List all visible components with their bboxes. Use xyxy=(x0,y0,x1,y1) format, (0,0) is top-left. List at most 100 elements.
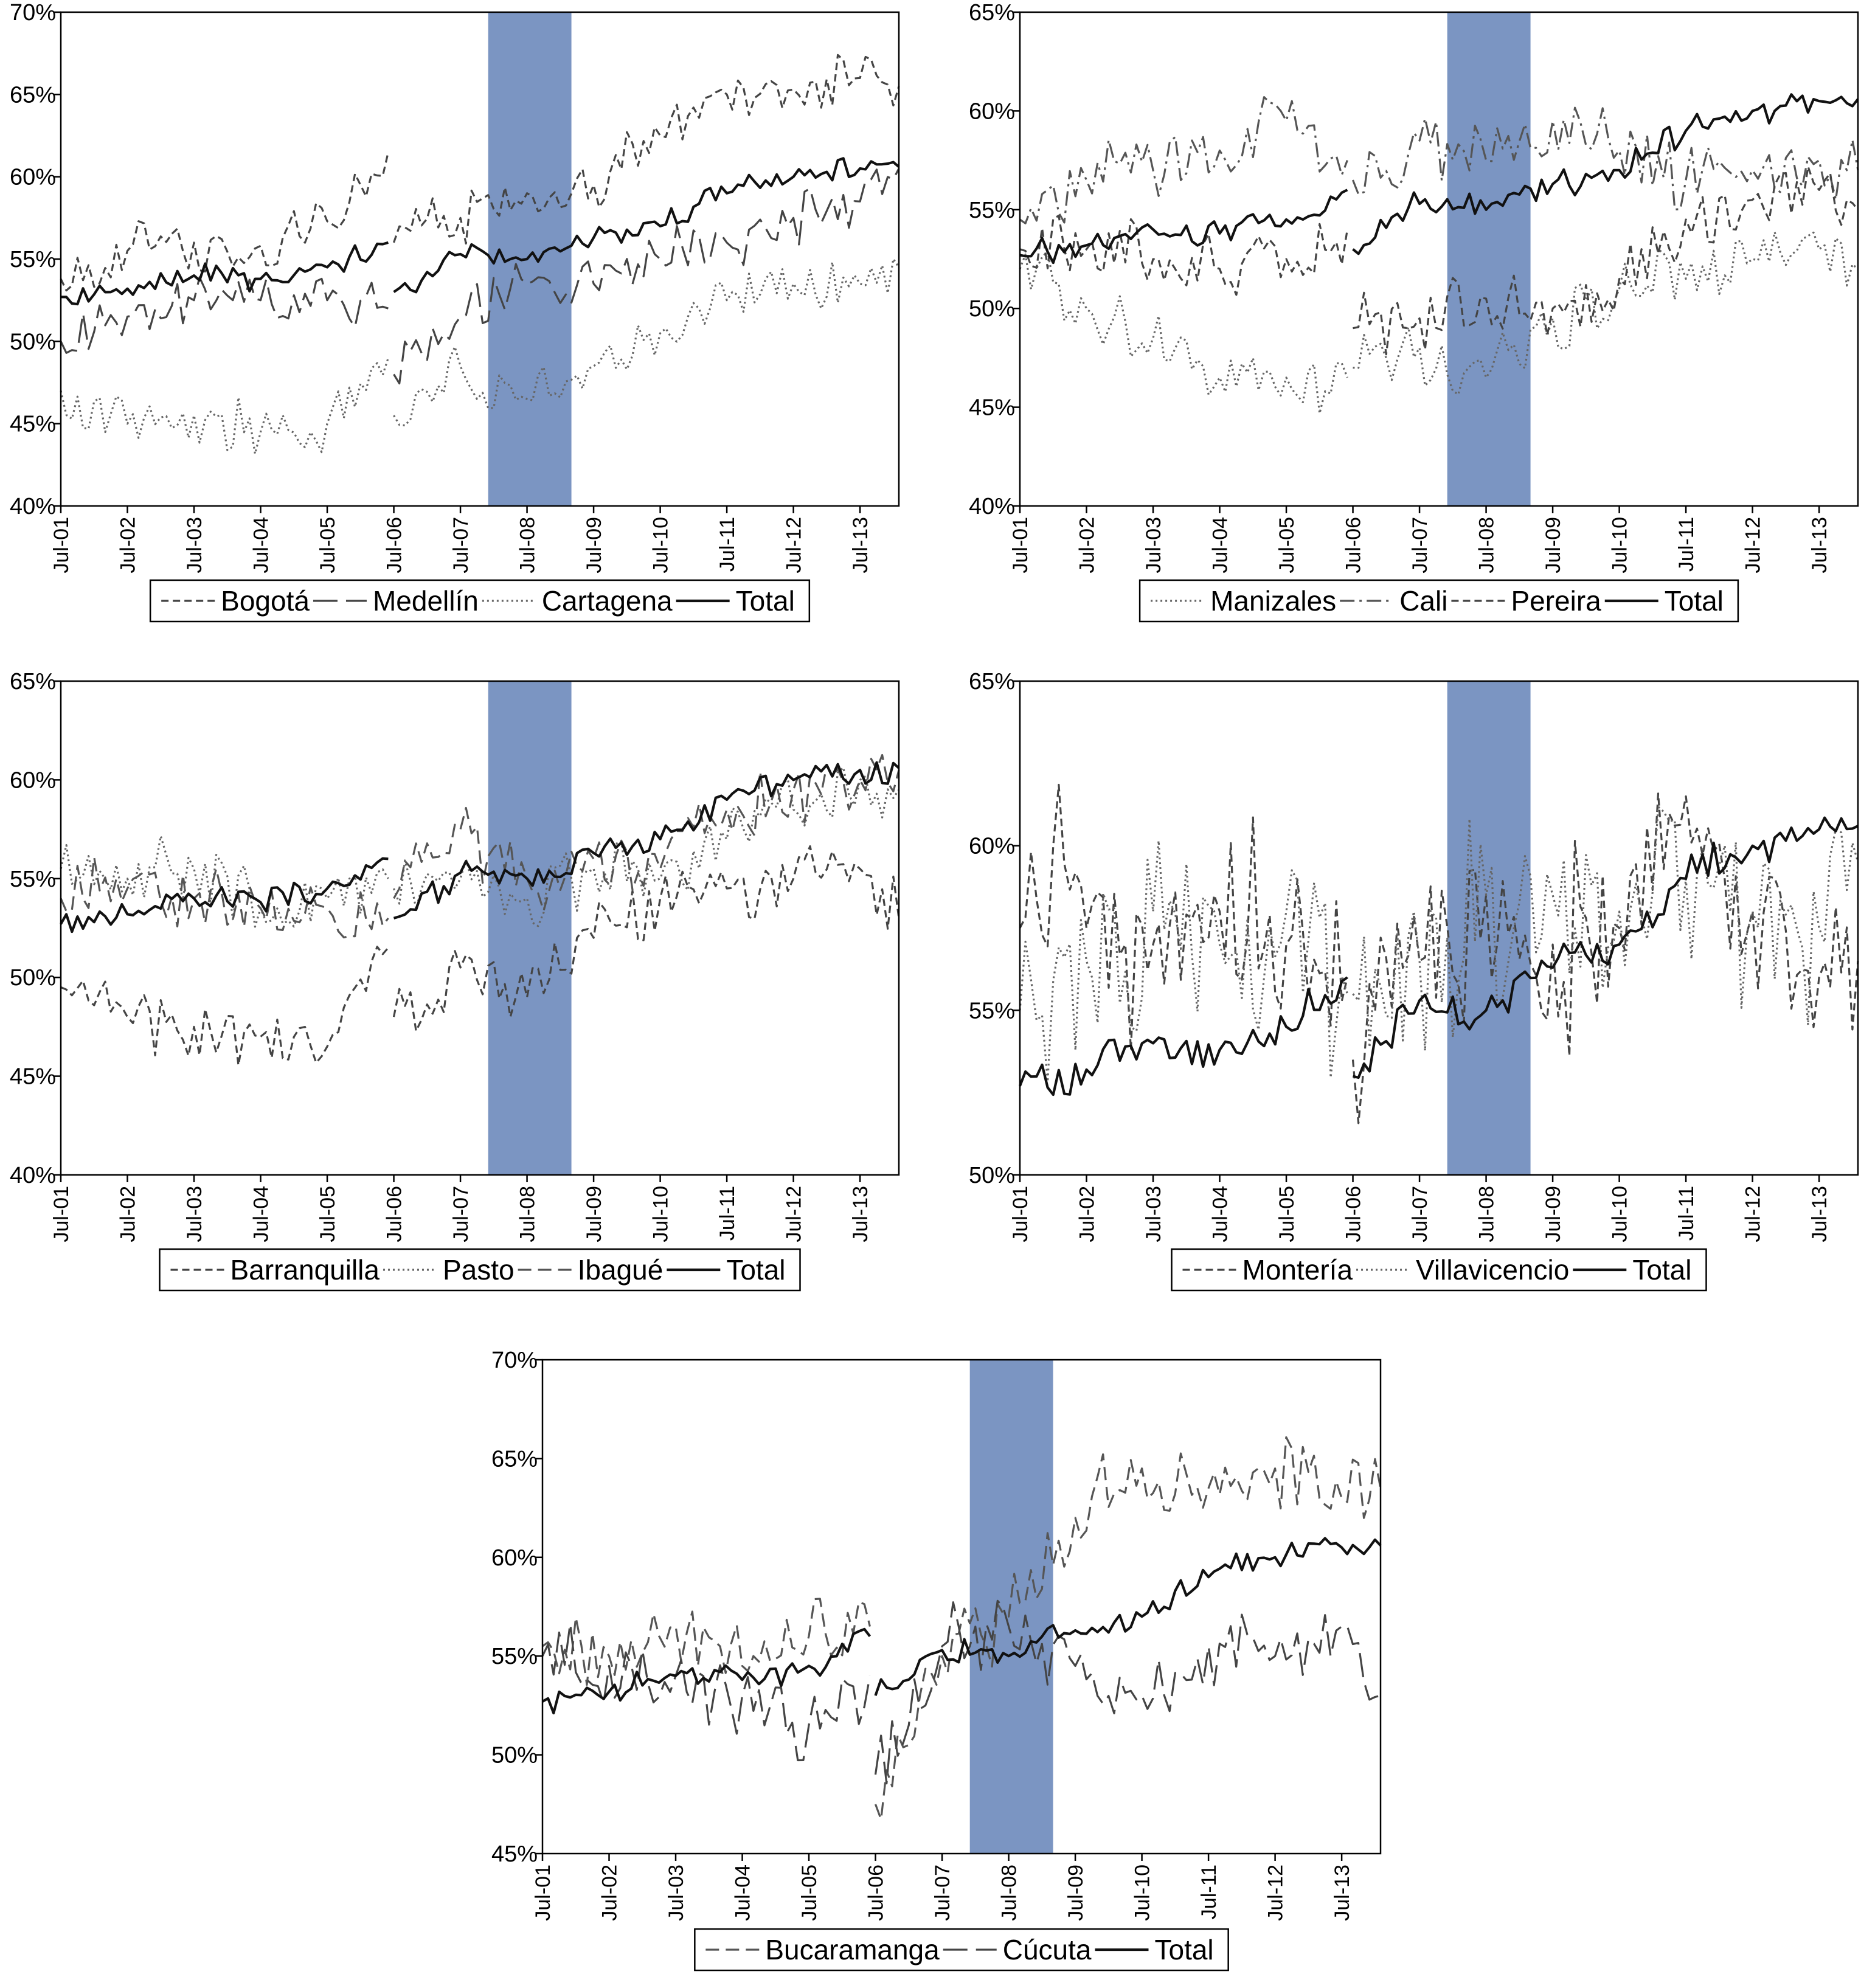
plot-frame xyxy=(1019,11,1859,507)
y-tick-label: 60% xyxy=(969,834,1015,859)
y-tick-label: 60% xyxy=(491,1545,538,1571)
legend-label-pereira: Pereira xyxy=(1511,585,1601,617)
x-tick-label: Jul-02 xyxy=(1076,517,1099,573)
y-tick-label: 60% xyxy=(10,165,56,190)
y-tick-label: 60% xyxy=(969,99,1015,124)
x-tick-label: Jul-13 xyxy=(849,517,872,573)
x-tick-label: Jul-05 xyxy=(798,1865,821,1921)
series-line-villavicencio-b xyxy=(1352,806,1859,1052)
y-tick-label: 55% xyxy=(10,867,56,892)
series-line-medellin-a xyxy=(60,276,389,354)
series-line-total-a xyxy=(60,857,389,933)
legend-label-ibague: Ibagué xyxy=(578,1254,664,1286)
legend: Bucaramanga Cúcuta Total xyxy=(694,1928,1229,1972)
legend-label-pasto: Pasto xyxy=(443,1254,515,1286)
y-tick-label: 70% xyxy=(491,1348,538,1373)
x-tick-label: Jul-04 xyxy=(1209,517,1232,573)
series-line-cartagena-a xyxy=(60,357,389,455)
y-tick-label: 65% xyxy=(10,669,56,694)
x-tick-label: Jul-01 xyxy=(1009,1186,1032,1242)
series-line-pasto-a xyxy=(60,835,389,928)
x-tick-label: Jul-09 xyxy=(1064,1865,1087,1921)
y-tick-label: 45% xyxy=(491,1841,538,1867)
x-tick-label: Jul-09 xyxy=(1542,1186,1565,1242)
recession-band xyxy=(969,1360,1053,1854)
series-line-medellin-b xyxy=(393,168,900,385)
legend-box xyxy=(149,579,811,623)
x-tick-label: Jul-10 xyxy=(650,1186,673,1242)
x-tick-label: Jul-12 xyxy=(1742,1186,1765,1242)
series-line-barranquilla-b xyxy=(392,845,900,1032)
y-tick-label: 50% xyxy=(969,296,1015,322)
y-tick-label: 40% xyxy=(10,494,56,519)
chart-panel-2: 40% 45% 50% 55% 60% 65% Jul-01 Jul-02 Jul-03 Jul-… xyxy=(969,0,1859,623)
plot-area xyxy=(1020,12,1858,506)
x-tick-label: Jul-06 xyxy=(865,1865,888,1921)
x-tick-label: Jul-11 xyxy=(1675,1186,1698,1241)
plot-frame xyxy=(1019,680,1859,1176)
x-tick-label: Jul-13 xyxy=(1331,1865,1354,1921)
legend: Bogotá Medellín Cartagena Total xyxy=(149,579,811,623)
plot-area xyxy=(61,12,899,506)
series-line-monteria-a xyxy=(1019,783,1348,1051)
series-line-total-b xyxy=(393,157,900,294)
x-tick-label: Jul-09 xyxy=(583,1186,606,1242)
x-tick-label: Jul-06 xyxy=(1342,1186,1365,1242)
legend: Manizales Cali Pereira Total xyxy=(1138,579,1739,623)
series-line-ibague-a xyxy=(60,856,389,939)
series-line-manizales-a xyxy=(1019,250,1348,415)
x-tick-label: Jul-02 xyxy=(1076,1186,1099,1242)
y-tick-label: 65% xyxy=(491,1446,538,1472)
x-tick-label: Jul-05 xyxy=(316,517,339,573)
x-tick-label: Jul-02 xyxy=(117,1186,140,1242)
series-line-bogota-b xyxy=(392,54,900,245)
y-tick-label: 55% xyxy=(491,1644,538,1669)
legend-label-cucuta: Cúcuta xyxy=(1003,1934,1092,1965)
x-tick-label: Jul-09 xyxy=(583,517,606,573)
series-line-cucuta-a xyxy=(541,1622,871,1762)
legend-label-manizales: Manizales xyxy=(1210,585,1336,617)
plot-frame xyxy=(60,680,900,1176)
y-tick-label: 55% xyxy=(969,998,1015,1023)
series-line-bogota-a xyxy=(60,151,389,292)
x-tick-label: Jul-11 xyxy=(716,517,739,572)
x-tick-label: Jul-12 xyxy=(1742,517,1765,573)
x-tick-label: Jul-01 xyxy=(1009,517,1032,573)
series-line-total-b xyxy=(393,761,900,920)
x-tick-label: Jul-09 xyxy=(1542,517,1565,573)
legend-label-cartagena: Cartagena xyxy=(542,585,673,617)
y-tick-label: 60% xyxy=(10,767,56,793)
y-tick-label: 50% xyxy=(10,329,56,355)
series-line-barranquilla-a xyxy=(60,946,389,1067)
series-line-total-a xyxy=(60,241,389,306)
x-tick-label: Jul-12 xyxy=(1264,1865,1287,1921)
legend-label-total: Total xyxy=(1154,1934,1213,1965)
chart-panel-5: 45% 50% 55% 60% 65% 70% Jul-01 Jul-02 Jul-03 Jul-… xyxy=(491,1348,1382,1972)
chart-panel-4: 50% 55% 60% 65% Jul-01 Jul-02 Jul-03 Jul-04 Jul-… xyxy=(969,669,1859,1292)
legend-label-bucaramanga: Bucaramanga xyxy=(765,1934,940,1965)
series-line-bucaramanga-a xyxy=(542,1598,871,1686)
series-line-cali-b xyxy=(1352,106,1859,210)
y-tick-label: 65% xyxy=(969,0,1015,26)
x-tick-label: Jul-03 xyxy=(665,1865,688,1921)
chart-panel-3: 40% 45% 50% 55% 60% 65% Jul-01 Jul-02 Jul-03 Jul-… xyxy=(10,669,900,1292)
series-line-cucuta-b xyxy=(874,1599,1381,1785)
y-tick-label: 50% xyxy=(969,1163,1015,1188)
series-line-total-b xyxy=(1352,93,1859,255)
y-tick-label: 40% xyxy=(969,494,1015,519)
x-tick-label: Jul-11 xyxy=(716,1186,739,1241)
series-line-total-a xyxy=(1019,976,1348,1096)
x-tick-label: Jul-07 xyxy=(1409,1186,1432,1242)
x-tick-label: Jul-04 xyxy=(1209,1186,1232,1242)
x-tick-label: Jul-12 xyxy=(783,517,806,573)
x-tick-label: Jul-07 xyxy=(449,1186,473,1242)
y-tick-label: 45% xyxy=(10,412,56,437)
y-tick-label: 50% xyxy=(10,965,56,991)
legend-label-bogota: Bogotá xyxy=(221,585,310,617)
series-line-ibague-b xyxy=(393,753,900,912)
legend: Montería Villavicencio Total xyxy=(1171,1248,1707,1292)
plot-area xyxy=(61,681,899,1175)
legend-label-villavicencio: Villavicencio xyxy=(1416,1254,1569,1286)
x-tick-label: Jul-01 xyxy=(532,1865,555,1921)
x-tick-label: Jul-13 xyxy=(1808,517,1831,573)
